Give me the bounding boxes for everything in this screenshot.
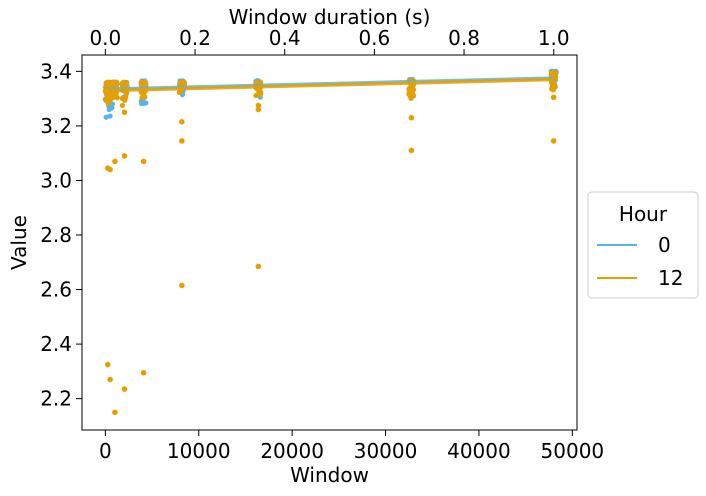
data-point (142, 94, 148, 100)
outlier-point (179, 282, 185, 289)
y-tick-label: 3.2 (40, 114, 72, 138)
outlier-point (112, 158, 118, 165)
outlier-point (408, 114, 415, 121)
y-tick-label: 2.4 (40, 332, 72, 356)
outlier-point (255, 102, 262, 109)
top-tick-label: 0.6 (358, 26, 390, 50)
secondary-x-axis-label: Window duration (s) (229, 5, 431, 29)
outlier-point (121, 109, 128, 116)
y-tick-label: 2.2 (40, 387, 72, 411)
series-12-points (102, 70, 559, 416)
legend-label-0: 0 (658, 233, 671, 257)
x-tick-label: 50000 (541, 439, 605, 463)
outlier-point (255, 106, 262, 113)
legend-label-12: 12 (658, 266, 683, 290)
data-point (143, 100, 149, 106)
x-tick-label: 30000 (354, 439, 418, 463)
outlier-point (121, 386, 128, 392)
y-axis: 2.2 2.4 2.6 2.8 3.0 3.2 3.4 (40, 59, 82, 411)
top-tick-label: 0.8 (448, 26, 480, 50)
y-tick-label: 3.4 (40, 59, 72, 83)
data-point (103, 114, 109, 120)
y-tick-label: 2.8 (40, 223, 72, 247)
outlier-point (408, 147, 415, 154)
plot-marks (102, 68, 559, 416)
top-tick-label: 0.0 (89, 26, 121, 50)
legend-title: Hour (619, 202, 668, 226)
series-0-points (102, 68, 559, 120)
y-axis-label: Value (7, 215, 31, 270)
outlier-point (107, 376, 113, 383)
outlier-point (255, 263, 262, 270)
x-axis: 0 10000 20000 30000 40000 50000 (99, 430, 604, 463)
outlier-point (550, 94, 557, 101)
data-point (253, 92, 259, 99)
top-tick-label: 1.0 (538, 26, 570, 50)
legend: Hour 012 (587, 191, 699, 299)
x-axis-label: Window (290, 463, 369, 487)
data-point (552, 83, 558, 89)
x-tick-label: 0 (99, 439, 112, 463)
x-tick-label: 40000 (447, 439, 511, 463)
y-tick-label: 3.0 (40, 168, 72, 192)
outlier-point (179, 138, 185, 144)
legend-entries: 012 (597, 233, 683, 290)
outlier-point (140, 158, 147, 165)
x-tick-label: 10000 (167, 439, 231, 463)
secondary-x-axis: 0.0 0.2 0.4 0.6 0.8 1.0 (89, 26, 570, 55)
outlier-point (107, 166, 113, 173)
outlier-point (112, 409, 118, 416)
outlier-point (140, 369, 147, 376)
data-point (176, 89, 182, 95)
data-point (119, 102, 125, 108)
x-tick-label: 20000 (260, 439, 324, 463)
outlier-point (179, 119, 185, 125)
data-point (102, 96, 108, 102)
outlier-point (550, 138, 557, 144)
top-tick-label: 0.2 (179, 26, 211, 50)
y-tick-label: 2.6 (40, 278, 72, 302)
data-point (411, 93, 417, 99)
outlier-point (104, 361, 111, 368)
legend-box (587, 191, 699, 299)
data-point (114, 95, 120, 101)
data-point (107, 113, 113, 119)
plot-frame (81, 54, 578, 431)
outlier-point (121, 153, 128, 159)
top-tick-label: 0.4 (269, 26, 301, 50)
data-point (109, 95, 116, 101)
data-point (122, 97, 128, 103)
trend-line-12 (107, 77, 554, 93)
data-point (257, 88, 263, 94)
